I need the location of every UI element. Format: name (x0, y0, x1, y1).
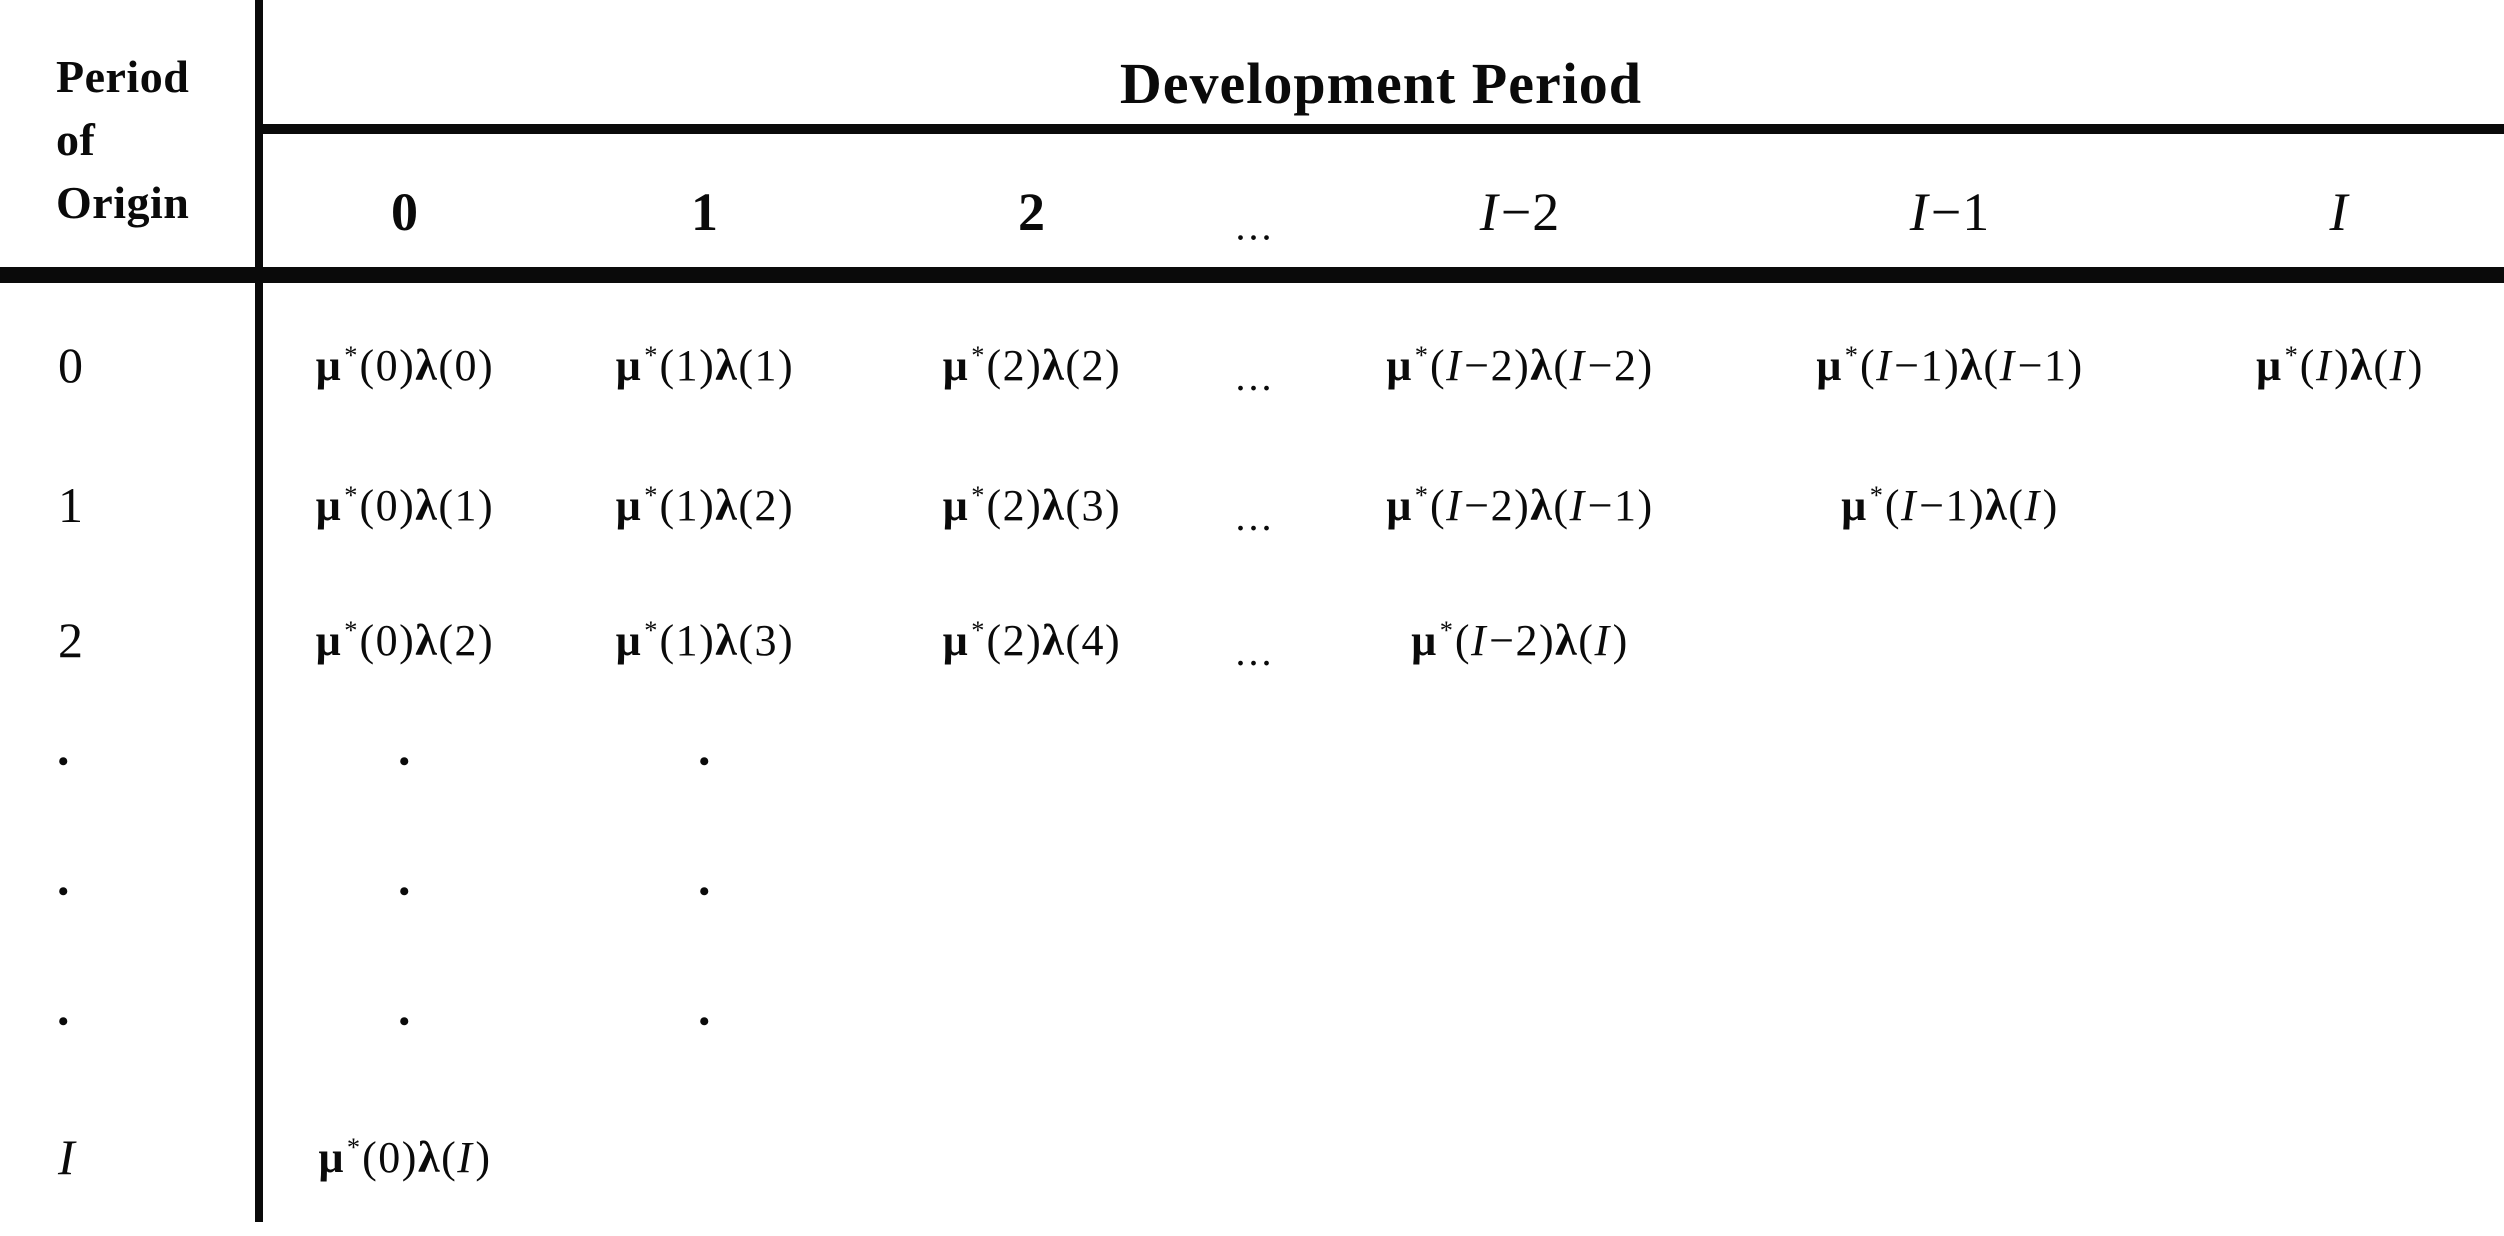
header-body-separator-rule (0, 267, 2504, 283)
star-superscript: * (1414, 480, 1428, 511)
table-cell-r3-c2: μ*(1)λ(3) (615, 615, 795, 665)
star-superscript: * (1439, 615, 1453, 646)
star-superscript: * (1869, 480, 1883, 511)
table-cell-r2-c3: μ*(2)λ(3) (942, 480, 1122, 530)
ellipsis-cell: ... (1235, 494, 1275, 539)
star-superscript: * (644, 340, 658, 371)
table-cell-r3-c3: μ*(2)λ(4) (942, 615, 1122, 665)
row-axis-header-line1: Period (56, 51, 190, 102)
star-superscript: * (971, 615, 985, 646)
row-label-dot: • (58, 745, 70, 778)
table-cell-r7-c1: μ*(0)λ(I) (318, 1132, 492, 1182)
row-label-7: I (58, 1129, 76, 1185)
col-axis-header: Development Period (1119, 51, 1643, 116)
star-superscript: * (344, 615, 358, 646)
ellipsis-cell: ... (1235, 354, 1275, 399)
star-superscript: * (1414, 340, 1428, 371)
table-cell-r1-c2: μ*(1)λ(1) (615, 340, 795, 390)
col-header-5: I−2 (1479, 182, 1561, 242)
col-header-ellipsis: ... (1235, 203, 1275, 249)
col-header-6: I−1 (1909, 182, 1991, 242)
table-cell-r2-c5: μ*(I−2)λ(I−1) (1386, 480, 1654, 530)
continuation-dot: • (398, 1005, 412, 1038)
star-superscript: * (2284, 340, 2298, 371)
table-cell-r1-c5: μ*(I−2)λ(I−2) (1386, 340, 1654, 390)
table-cell-r1-c7: μ*(I)λ(I) (2256, 340, 2424, 390)
ellipsis-cell: ... (1235, 629, 1275, 674)
table-cell-r3-c5: μ*(I−2)λ(I) (1411, 615, 1629, 665)
table-cell-r1-c6: μ*(I−1)λ(I−1) (1816, 340, 2084, 390)
star-superscript: * (1844, 340, 1858, 371)
development-header-rule (255, 124, 2504, 134)
table-cell-r1-c1: μ*(0)λ(0) (315, 340, 495, 390)
col-header-3: 2 (1018, 182, 1046, 242)
star-superscript: * (344, 340, 358, 371)
star-superscript: * (644, 480, 658, 511)
table-cell-r1-c3: μ*(2)λ(2) (942, 340, 1122, 390)
table-cell-r3-c1: μ*(0)λ(2) (315, 615, 495, 665)
continuation-dot: • (698, 1005, 712, 1038)
continuation-dot: • (398, 875, 412, 908)
row-axis-header-line2: of (56, 114, 96, 165)
continuation-dot: • (398, 745, 412, 778)
star-superscript: * (971, 340, 985, 371)
col-header-2: 1 (691, 182, 719, 242)
row-label-2: 1 (58, 477, 84, 533)
star-superscript: * (644, 615, 658, 646)
row-axis-header: Period of Origin (56, 45, 189, 234)
row-label-dot: • (58, 1005, 70, 1038)
star-superscript: * (971, 480, 985, 511)
table-cell-r2-c1: μ*(0)λ(1) (315, 480, 495, 530)
row-axis-header-line3: Origin (56, 177, 190, 228)
row-label-dot: • (58, 875, 70, 908)
col-header-7: I (2329, 182, 2349, 242)
star-superscript: * (346, 1132, 361, 1163)
row-label-3: 2 (58, 612, 84, 668)
table-cell-r2-c6: μ*(I−1)λ(I) (1841, 480, 2059, 530)
continuation-dot: • (698, 875, 712, 908)
col-header-1: 0 (391, 182, 419, 242)
row-label-1: 0 (58, 337, 84, 393)
continuation-dot: • (698, 745, 712, 778)
table-cell-r2-c2: μ*(1)λ(2) (615, 480, 795, 530)
star-superscript: * (344, 480, 358, 511)
vertical-divider-rule (255, 0, 263, 1222)
